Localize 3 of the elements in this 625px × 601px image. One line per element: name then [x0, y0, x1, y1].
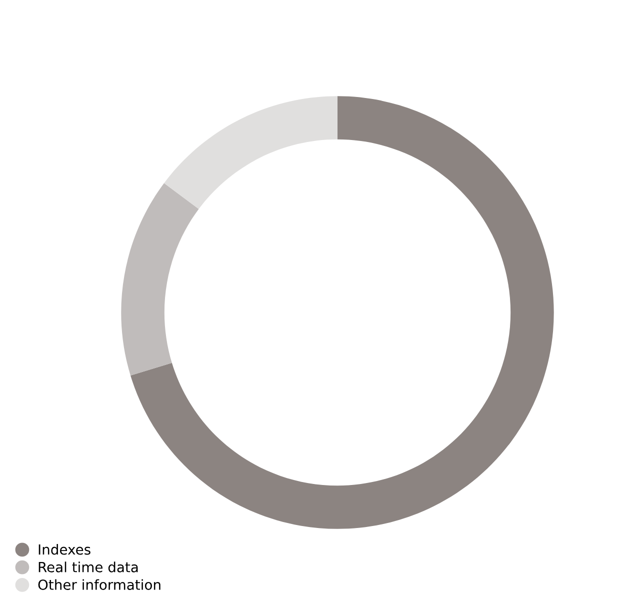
legend-label: Indexes: [38, 544, 90, 555]
legend-label: Other information: [38, 579, 160, 590]
legend-label: Real time data: [38, 562, 138, 572]
